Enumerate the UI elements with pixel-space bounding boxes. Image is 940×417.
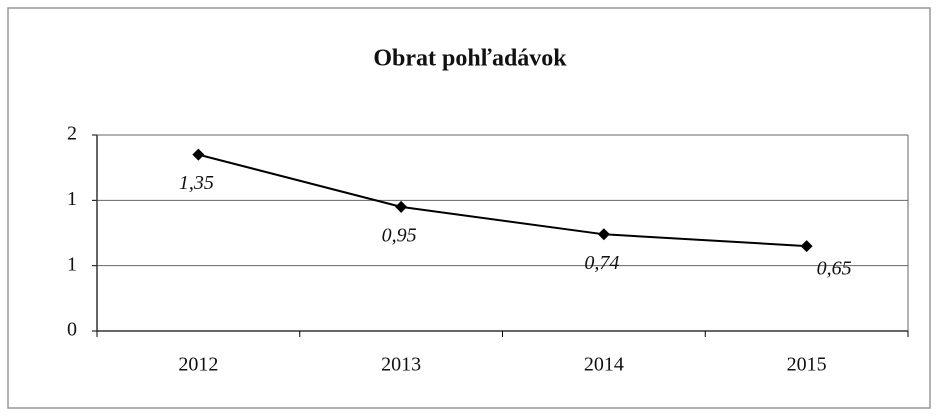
y-tick-label: 0 — [67, 319, 77, 341]
y-tick-label: 1 — [67, 188, 77, 210]
marker — [395, 200, 408, 213]
marker — [800, 240, 813, 253]
marker — [597, 228, 610, 241]
line — [198, 153, 807, 248]
data-label: 0,74 — [584, 252, 619, 274]
x-tick-label: 2012 — [178, 354, 218, 376]
y-tick-label: 2 — [67, 123, 77, 145]
x-tick-label: 2015 — [787, 354, 827, 376]
data-label: 0,95 — [382, 224, 417, 246]
marker — [192, 148, 205, 161]
data-label: 0,65 — [817, 258, 852, 280]
chart-frame — [7, 7, 931, 409]
x-tick-label: 2014 — [584, 354, 624, 376]
chart-title: Obrat pohľadávok — [373, 46, 567, 72]
x-tick-label: 2013 — [381, 354, 421, 376]
y-tick-label: 1 — [67, 253, 77, 275]
data-label: 1,35 — [179, 172, 214, 194]
